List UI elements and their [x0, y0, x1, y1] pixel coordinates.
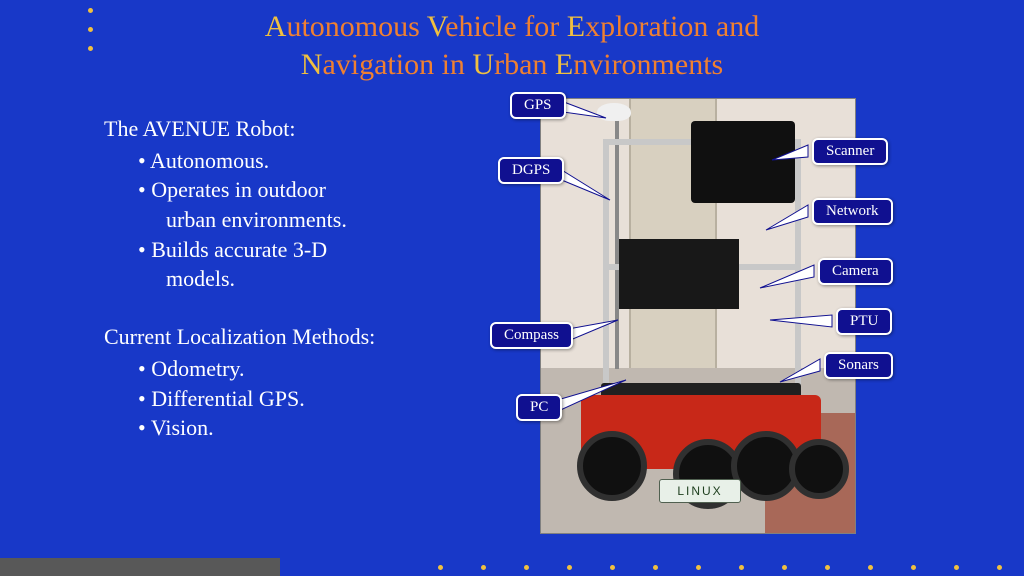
robot-scene: LINUX — [541, 99, 855, 533]
callout-label-scanner: Scanner — [812, 138, 888, 165]
slide-title: Autonomous Vehicle for Exploration andNa… — [0, 8, 1024, 83]
scanner-box-shape — [691, 121, 795, 203]
callout-label-compass: Compass — [490, 322, 573, 349]
callout-label-dgps: DGPS — [498, 157, 564, 184]
callout-label-network: Network — [812, 198, 893, 225]
callout-label-sonars: Sonars — [824, 352, 893, 379]
callout-label-gps: GPS — [510, 92, 566, 119]
bullet-item: Builds accurate 3-D — [138, 235, 464, 265]
gps-dome-shape — [597, 103, 631, 121]
bullet-item: Autonomous. — [138, 146, 464, 176]
license-plate: LINUX — [659, 479, 741, 503]
section1-bullets: Autonomous. Operates in outdoor urban en… — [138, 146, 464, 294]
section1-heading: The AVENUE Robot: — [104, 114, 464, 144]
bullet-item: Odometry. — [138, 354, 464, 384]
bottom-bar — [0, 558, 280, 576]
callout-label-pc: PC — [516, 394, 562, 421]
electronics-box-shape — [619, 239, 739, 309]
section2-bullets: Odometry. Differential GPS. Vision. — [138, 354, 464, 443]
callout-label-camera: Camera — [818, 258, 893, 285]
bullet-continuation: urban environments. — [138, 205, 464, 235]
callout-label-ptu: PTU — [836, 308, 892, 335]
bullet-item: Vision. — [138, 413, 464, 443]
bullet-item: Operates in outdoor — [138, 175, 464, 205]
robot-image: LINUX — [540, 98, 856, 534]
section2-heading: Current Localization Methods: — [104, 322, 464, 352]
bullet-continuation: models. — [138, 264, 464, 294]
decor-dots-bottom-right — [438, 565, 1002, 570]
bullet-item: Differential GPS. — [138, 384, 464, 414]
left-column: The AVENUE Robot: Autonomous. Operates i… — [104, 114, 464, 443]
